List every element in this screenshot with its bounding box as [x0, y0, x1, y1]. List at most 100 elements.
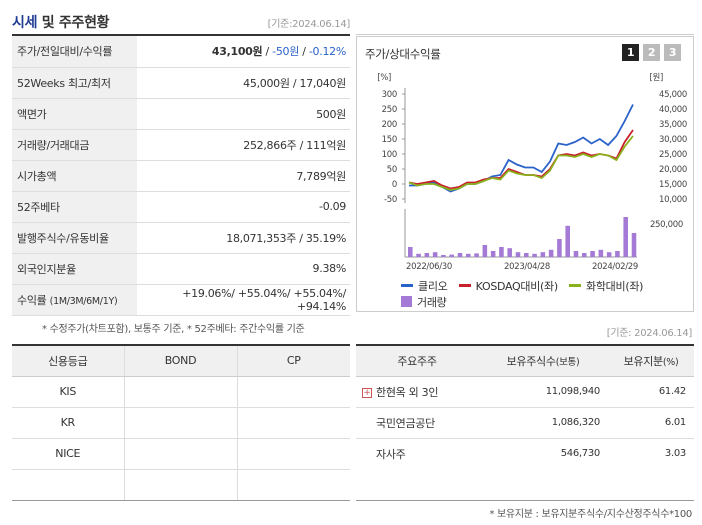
row-value: 500원	[137, 98, 350, 130]
left-tick-label: 100	[382, 150, 397, 160]
holders-header: 보유지분(%)	[608, 346, 694, 377]
volume-bar	[557, 239, 562, 257]
left-tick-label: 300	[382, 90, 397, 100]
table-row: NICE	[12, 438, 350, 470]
chart-top-divider	[356, 34, 694, 35]
legend-swatch	[569, 284, 582, 287]
left-tick-label: 250	[382, 105, 397, 115]
left-axis-unit: [%]	[377, 73, 391, 83]
change-pct: -0.12%	[308, 45, 346, 59]
holder-name: 자사주	[376, 447, 406, 461]
returns-label-sub: (1M/3M/6M/1Y)	[49, 295, 118, 307]
right-axis-unit: [원]	[649, 73, 663, 83]
x-tick-label: 2023/04/28	[504, 262, 550, 272]
agency-cell: KR	[12, 407, 124, 439]
volume-bar	[441, 255, 446, 257]
section-header: 시세 및 주주현황 [기준:2024.06.14]	[12, 8, 350, 34]
holder-name: 국민연금공단	[356, 407, 478, 439]
table-row: + 한현옥 외 3인 11,098,940 61.42	[356, 376, 694, 408]
table-row: 수익률 (1M/3M/6M/1Y) +19.06%/ +55.04%/ +55.…	[12, 284, 350, 316]
legend-item: 클리오	[401, 278, 448, 294]
volume-bar	[490, 251, 496, 257]
left-tick-label: 50	[387, 165, 397, 175]
right-tick-label: 45,000	[659, 90, 687, 100]
chart-page-2-button[interactable]: 2	[643, 44, 660, 61]
row-label: 외국인지분율	[12, 253, 137, 285]
row-value: 43,100원 / -50원 / -0.12%	[137, 36, 350, 68]
holder-name: 한현옥 외 3인	[376, 385, 439, 399]
volume-bar	[524, 253, 529, 257]
holder-name-cell: + 한현옥 외 3인	[356, 376, 478, 408]
table-row: 주가/전일대비/수익률 43,100원 / -50원 / -0.12%	[12, 36, 350, 68]
table-row: 52Weeks 최고/최저 45,000원 / 17,040원	[12, 67, 350, 99]
volume-bar	[507, 248, 512, 257]
holders-bottom-divider	[356, 500, 694, 501]
row-label: 52Weeks 최고/최저	[12, 67, 137, 99]
chart-page-3-button[interactable]: 3	[664, 44, 681, 61]
bond-cell	[123, 469, 237, 501]
volume-bar	[466, 253, 471, 257]
chart-legend: 클리오 KOSDAQ대비(좌) 화학대비(좌) 거래량	[401, 277, 691, 310]
holder-shares: 546,730	[560, 448, 601, 460]
volume-bar	[582, 253, 587, 257]
table-row: 52주베타 -0.09	[12, 191, 350, 223]
right-tick-label: 40,000	[659, 105, 687, 115]
legend-label: 거래량	[417, 295, 447, 309]
volume-bar	[598, 249, 604, 257]
row-value: 18,071,353주 / 35.19%	[137, 222, 350, 254]
chart-pager: 1 2 3	[622, 44, 681, 61]
right-tick-label: 15,000	[659, 180, 687, 190]
row-label: 52주베타	[12, 191, 137, 223]
table-row: 거래량/거래대금 252,866주 / 111억원	[12, 129, 350, 161]
legend-swatch	[458, 284, 471, 287]
left-tick-label: -50	[384, 195, 397, 205]
credit-header: 신용등급	[12, 346, 124, 377]
header-sub: (보통)	[555, 356, 580, 368]
volume-bar	[416, 253, 421, 257]
table-row: 자사주 546,730 3.03	[356, 438, 694, 469]
volume-bar	[565, 225, 570, 257]
holder-shares: 1,086,320	[478, 407, 608, 439]
volume-bar	[432, 252, 438, 257]
table-row: KR	[12, 407, 350, 439]
chart-page-1-button[interactable]: 1	[622, 44, 639, 61]
left-tick-label: 0	[392, 180, 397, 190]
left-tick-label: 150	[382, 135, 397, 145]
volume-bar	[615, 251, 620, 257]
chart-panel: 주가/상대수익률 1 2 3 [%] [원] 300 250 200 150 100 50 0 -…	[356, 36, 694, 312]
table-row: KIS	[12, 376, 350, 408]
volume-bar	[515, 252, 521, 257]
row-label: 주가/전일대비/수익률	[12, 36, 137, 68]
volume-bar	[573, 251, 579, 257]
change-value: -50원	[272, 45, 300, 59]
cp-cell	[236, 376, 350, 408]
series-line	[408, 135, 634, 191]
title-sub: 및 주주현황	[41, 15, 110, 31]
bond-cell	[123, 407, 237, 439]
header-sub: (%)	[662, 356, 679, 368]
bond-cell	[123, 376, 237, 408]
row-value: -0.09	[137, 191, 350, 223]
reference-date: [기준:2024.06.14]	[267, 19, 351, 30]
table-row: 시가총액 7,789억원	[12, 160, 350, 192]
credit-table: 신용등급 BOND CP KIS KR NICE	[12, 346, 350, 501]
cp-cell	[236, 469, 350, 501]
row-value: 7,789억원	[137, 160, 350, 192]
expand-icon[interactable]: +	[362, 387, 372, 398]
volume-bar	[532, 253, 537, 257]
holder-pct: 61.42	[608, 376, 694, 408]
chart-reference-date: [기준: 2024.06.14]	[606, 328, 693, 339]
agency-cell: NICE	[12, 438, 124, 470]
returns-value: +19.06%/ +55.04%/ +55.04%/ +94.14%	[137, 284, 350, 316]
right-tick-label: 20,000	[659, 165, 687, 175]
volume-bar	[449, 254, 454, 257]
volume-bar	[606, 252, 612, 257]
holder-pct: 3.03	[664, 448, 686, 460]
agency-cell: KIS	[12, 376, 124, 408]
volume-bar	[631, 233, 637, 257]
holders-header: 보유주식수(보통)	[478, 346, 608, 377]
right-tick-label: 10,000	[659, 195, 687, 205]
legend-label: 화학대비(좌)	[586, 279, 644, 293]
price-value: 43,100원	[211, 45, 263, 59]
table-row: 액면가 500원	[12, 98, 350, 130]
